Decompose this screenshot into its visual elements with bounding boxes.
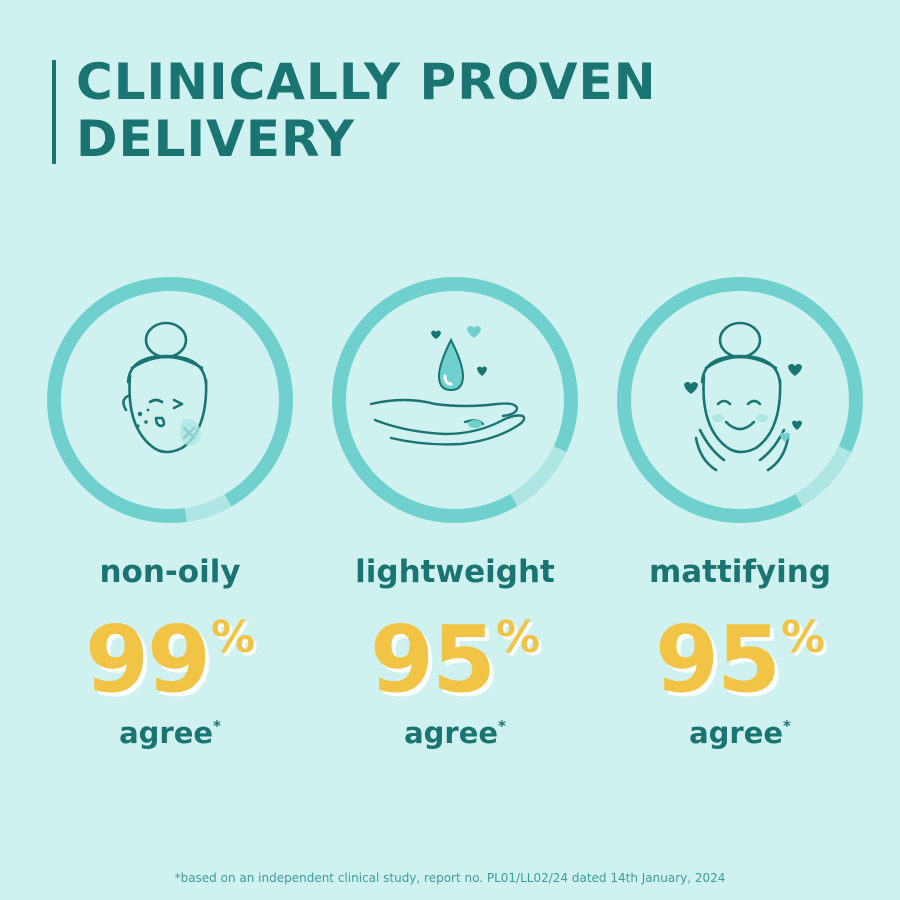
percent-value: 95 xyxy=(654,606,781,713)
agree-caption: agree* xyxy=(40,708,300,751)
face-acne-icon xyxy=(122,321,208,454)
asterisk-mark: * xyxy=(783,717,791,735)
stat-lightweight: lightweight 95 % agree* xyxy=(325,270,585,760)
agree-text: agree xyxy=(689,716,784,750)
page-title: CLINICALLY PROVEN DELIVERY xyxy=(76,54,657,168)
footnote: *based on an independent clinical study,… xyxy=(174,871,726,885)
agree-caption: agree* xyxy=(610,708,870,751)
percent-sign: % xyxy=(780,612,826,663)
hand-droplet-icon xyxy=(369,326,526,446)
stat-label: non-oily xyxy=(99,554,241,590)
percent-value: 99 xyxy=(84,606,211,713)
progress-ring xyxy=(617,277,863,523)
face-happy-icon xyxy=(684,321,802,472)
percent-figure: 95 % xyxy=(325,610,585,710)
agree-text: agree xyxy=(404,716,499,750)
stat-non-oily: non-oily 99 % agree* xyxy=(40,270,300,760)
agree-text: agree xyxy=(119,716,214,750)
stat-mattifying: mattifying 95 % agree* xyxy=(610,270,870,760)
page-title-line-1: CLINICALLY PROVEN xyxy=(76,53,657,111)
percent-figure: 95 % xyxy=(610,610,870,710)
title-accent-bar xyxy=(52,60,56,164)
asterisk-mark: * xyxy=(498,717,506,735)
percent-sign: % xyxy=(495,612,541,663)
stat-label: mattifying xyxy=(648,554,832,590)
stat-label: lightweight xyxy=(355,554,555,590)
percent-sign: % xyxy=(210,612,256,663)
percent-value: 95 xyxy=(369,606,496,713)
progress-ring xyxy=(47,277,293,523)
asterisk-mark: * xyxy=(213,717,221,735)
progress-ring xyxy=(332,277,578,523)
agree-caption: agree* xyxy=(325,708,585,751)
percent-figure: 99 % xyxy=(40,610,300,710)
page-title-line-2: DELIVERY xyxy=(76,110,355,168)
